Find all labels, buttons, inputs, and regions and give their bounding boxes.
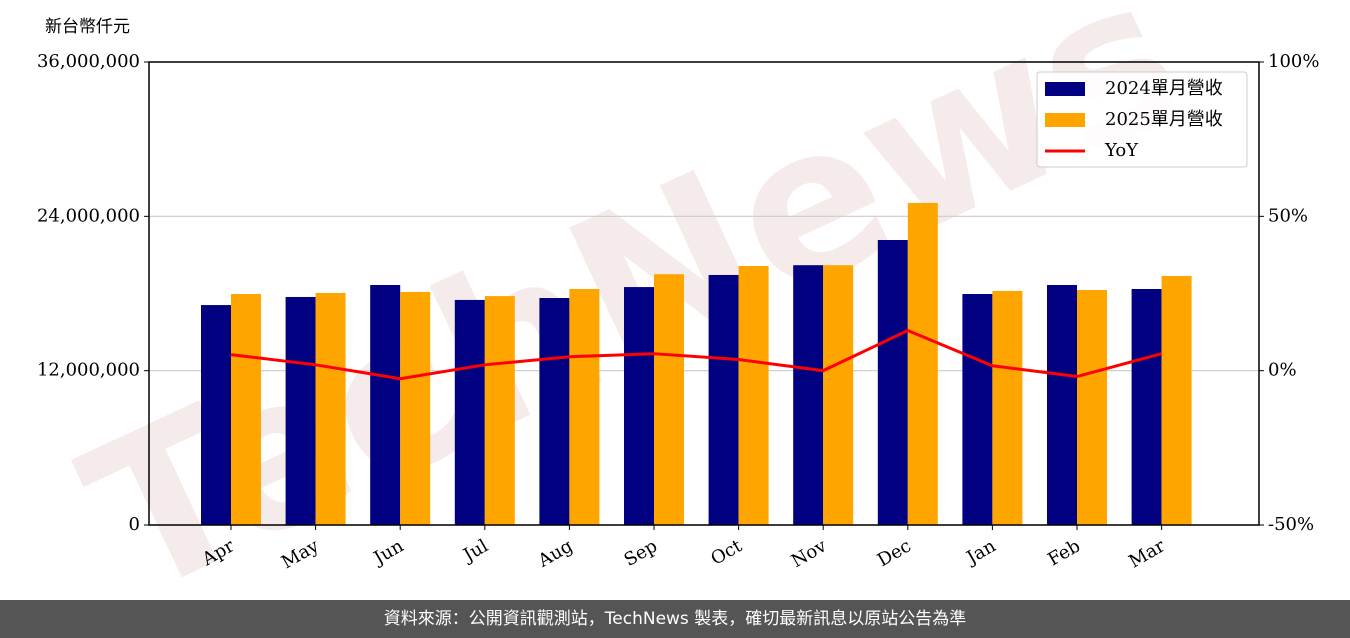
bar [877, 239, 908, 525]
y-unit-label: 新台幣仟元 [45, 17, 130, 37]
legend-swatch [1045, 113, 1085, 127]
legend-swatch [1045, 82, 1085, 96]
x-tick-label: Oct [707, 535, 746, 570]
legend-label: 2024單月營收 [1105, 78, 1223, 99]
plot-frame [148, 61, 1260, 526]
bar [1047, 285, 1077, 525]
bar [231, 294, 261, 525]
bar [539, 298, 570, 525]
bar [738, 265, 769, 525]
bar [708, 274, 739, 525]
bar [484, 296, 515, 525]
y-tick-label: 0 [129, 514, 140, 535]
bar [624, 287, 654, 525]
line [230, 328, 1162, 381]
y2-tick-label: -50% [1268, 514, 1314, 535]
y2-tick-label: 50% [1268, 205, 1308, 226]
bar [962, 294, 993, 525]
chart: TechNews 新台幣仟元 012,000,00024,000,00036,0… [37, 0, 1320, 600]
bar [992, 290, 1023, 525]
bar [400, 291, 431, 525]
y-tick-label: 12,000,000 [37, 360, 140, 381]
bar [907, 202, 938, 526]
bar [569, 288, 600, 525]
x-tick-label: Jul [458, 535, 492, 567]
bar [1131, 288, 1162, 525]
legend-label: 2025單月營收 [1105, 109, 1223, 130]
bar [315, 292, 346, 525]
bar [454, 299, 485, 525]
x-tick-label: Dec [874, 535, 915, 571]
bar [654, 274, 684, 525]
y2-tick-label: 0% [1268, 360, 1297, 381]
source-footer: 資料來源：公開資訊觀測站，TechNews 製表，確切最新訊息以原站公告為準 [0, 600, 1350, 638]
legend: 2024單月營收 2025單月營收 YoY [1036, 71, 1248, 168]
bar [823, 265, 854, 525]
y-tick-label: 36,000,000 [37, 51, 140, 72]
bar [1077, 290, 1107, 525]
x-tick-label: Aug [534, 535, 577, 572]
bar [1161, 276, 1192, 525]
bar [201, 305, 231, 525]
x-tick-label: Sep [621, 535, 661, 570]
bar [793, 265, 824, 525]
bar [370, 285, 401, 525]
y2-tick-label: 100% [1268, 51, 1319, 72]
x-tick-label: Jan [962, 535, 1000, 569]
x-tick-label: Feb [1044, 535, 1084, 570]
x-tick-label: Mar [1125, 535, 1169, 572]
y-tick-label: 24,000,000 [37, 205, 140, 226]
legend-label: YoY [1104, 140, 1139, 161]
bar [285, 296, 316, 525]
legend-box [1036, 71, 1248, 168]
x-tick-label: Nov [788, 535, 831, 572]
